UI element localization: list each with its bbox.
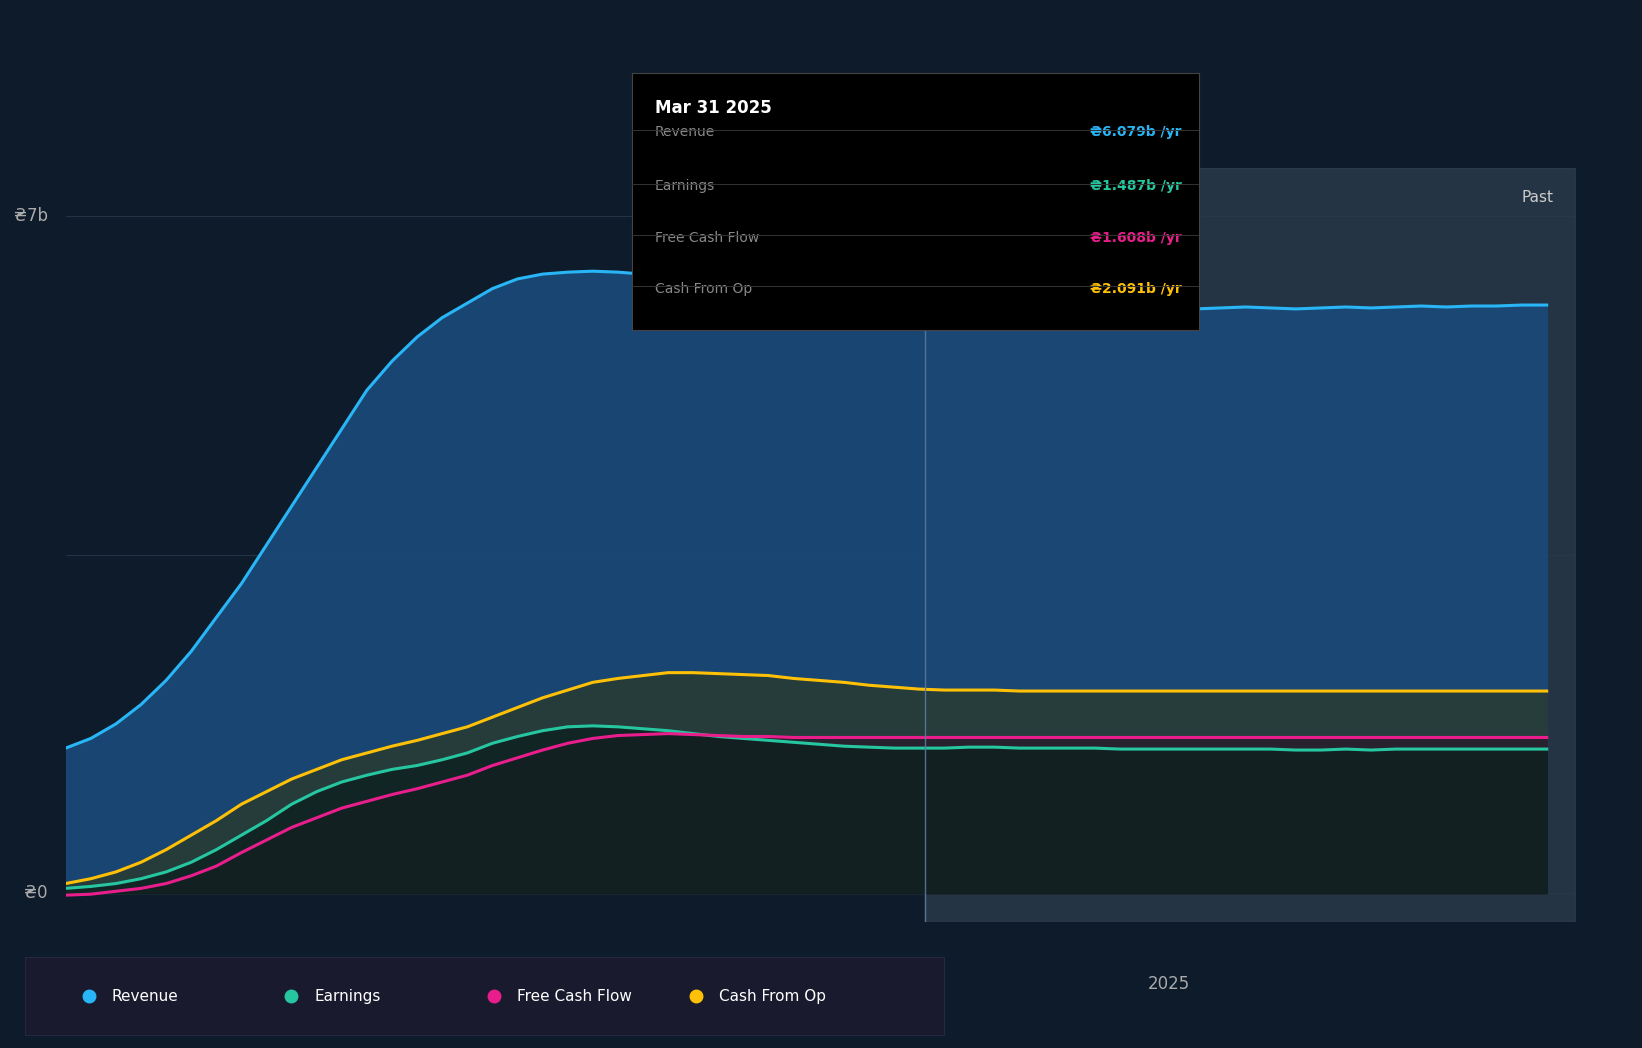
Text: Revenue: Revenue [112, 988, 179, 1004]
Text: ₴1.608b /yr: ₴1.608b /yr [1090, 231, 1182, 244]
Text: ₴6.079b /yr: ₴6.079b /yr [1090, 126, 1182, 139]
Text: 2025: 2025 [1148, 975, 1189, 994]
Text: Revenue: Revenue [655, 126, 714, 139]
Text: Earnings: Earnings [314, 988, 381, 1004]
Text: 2024: 2024 [619, 975, 660, 994]
Text: ₴1.487b /yr: ₴1.487b /yr [1090, 179, 1182, 193]
Text: Earnings: Earnings [655, 179, 714, 193]
Text: Free Cash Flow: Free Cash Flow [517, 988, 632, 1004]
Text: Mar 31 2025: Mar 31 2025 [655, 99, 772, 117]
Text: ₴2.091b /yr: ₴2.091b /yr [1090, 282, 1182, 296]
Text: 2023: 2023 [105, 975, 148, 994]
Bar [924, 168, 1576, 922]
Text: Cash From Op: Cash From Op [655, 282, 752, 296]
Text: Past: Past [1522, 191, 1553, 205]
Text: ₴7b: ₴7b [13, 208, 48, 225]
Text: ₴0: ₴0 [25, 885, 48, 902]
Text: Cash From Op: Cash From Op [719, 988, 826, 1004]
Text: Free Cash Flow: Free Cash Flow [655, 231, 759, 244]
